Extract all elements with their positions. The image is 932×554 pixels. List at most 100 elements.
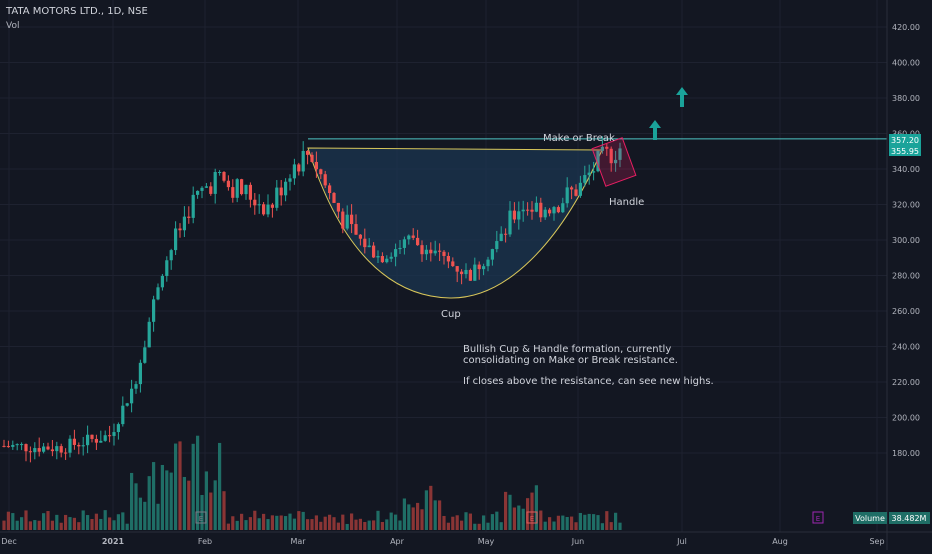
candle-body-71 (314, 161, 318, 170)
volume-bar-56 (248, 517, 252, 530)
volume-bar-61 (270, 515, 274, 530)
candle-body-56 (248, 184, 252, 200)
volume-bar-125 (552, 521, 556, 530)
candle-body-26 (116, 424, 120, 433)
volume-bar-48 (213, 480, 217, 530)
candle-body-89 (394, 249, 398, 257)
volume-bar-29 (130, 472, 134, 530)
volume-value: 38.482M (892, 514, 927, 523)
candle-body-131 (578, 182, 582, 196)
candle-body-90 (398, 247, 402, 250)
candle-body-130 (574, 189, 578, 196)
candle-body-67 (297, 164, 301, 172)
volume-bar-127 (561, 515, 565, 530)
symbol-title: TATA MOTORS LTD., 1D, NSE (5, 6, 148, 17)
candle-body-53 (235, 179, 239, 198)
volume-bar-114 (504, 491, 508, 530)
volume-bar-139 (614, 512, 618, 530)
candle-body-27 (121, 405, 125, 425)
volume-bar-12 (55, 514, 59, 530)
price-badges: 357.20 355.95 (889, 134, 921, 156)
volume-bar-57 (253, 510, 257, 530)
candle-body-44 (196, 190, 200, 195)
candle-body-77 (341, 211, 345, 229)
candle-body-40 (178, 228, 182, 231)
volume-bar-65 (288, 513, 292, 530)
volume-bar-34 (152, 462, 156, 530)
volume-bar-11 (50, 520, 54, 530)
volume-bar-26 (116, 514, 120, 530)
candle-body-15 (68, 438, 72, 453)
volume-bar-73 (323, 516, 327, 530)
price-axis[interactable]: 420.00400.00380.00360.00340.00320.00300.… (892, 23, 920, 458)
volume-bar-82 (363, 521, 367, 530)
candle-body-105 (464, 269, 468, 275)
volume-bars (2, 435, 622, 530)
candle-body-100 (442, 251, 446, 256)
candle-body-3 (15, 444, 19, 446)
candle-body-57 (253, 199, 257, 206)
candle-body-127 (561, 203, 565, 213)
volume-bar-128 (565, 516, 569, 530)
volume-bar-24 (108, 517, 112, 530)
candle-body-63 (279, 187, 283, 196)
candle-body-28 (125, 403, 129, 406)
volume-badge: Volume 38.482M (853, 512, 930, 524)
candle-body-68 (301, 150, 305, 172)
volume-bar-124 (548, 517, 552, 530)
price-tick-0: 420.00 (892, 23, 920, 32)
candle-body-126 (556, 207, 560, 213)
candle-body-11 (50, 449, 54, 452)
candle-body-62 (275, 187, 279, 208)
candle-body-110 (486, 259, 490, 267)
candle-body-88 (389, 256, 393, 259)
volume-bar-53 (235, 520, 239, 530)
time-axis[interactable]: Dec 2021 Feb Mar Apr May Jun Jul Aug Sep (1, 537, 884, 546)
volume-bar-123 (543, 521, 547, 530)
volume-bar-133 (587, 513, 591, 530)
volume-bar-70 (310, 519, 314, 530)
volume-bar-0 (2, 520, 6, 530)
volume-bar-81 (358, 518, 362, 530)
candle-body-23 (103, 435, 107, 441)
candle-body-47 (209, 186, 213, 194)
candle-body-106 (468, 269, 472, 281)
volume-bar-64 (284, 516, 288, 530)
candle-body-61 (270, 204, 274, 208)
candle-body-132 (583, 175, 587, 183)
candle-body-72 (319, 169, 323, 175)
candle-body-14 (64, 452, 68, 454)
volume-bar-60 (266, 519, 270, 530)
candle-body-75 (332, 193, 336, 203)
candle-body-136 (600, 146, 604, 151)
candle-body-36 (160, 275, 164, 288)
candle-body-108 (477, 264, 481, 270)
earnings-badge-2[interactable] (812, 511, 824, 524)
candle-body-22 (99, 440, 103, 443)
handle-label: Handle (609, 197, 644, 208)
candle-body-31 (138, 362, 142, 385)
candle-body-20 (90, 434, 94, 439)
candle-body-125 (552, 207, 556, 214)
volume-bar-100 (442, 515, 446, 530)
candle-body-97 (429, 249, 433, 254)
earnings-badge-1[interactable] (526, 511, 538, 524)
candle-body-107 (473, 264, 477, 281)
earnings-badge-0[interactable] (195, 511, 207, 524)
price-tick-2: 380.00 (892, 94, 920, 103)
make-or-break-label: Make or Break (543, 133, 615, 144)
volume-bar-22 (99, 518, 103, 530)
candle-body-2 (11, 444, 15, 447)
volume-bar-38 (169, 472, 173, 530)
volume-bar-49 (218, 442, 222, 530)
candle-body-30 (134, 384, 138, 389)
candle-body-83 (367, 245, 371, 248)
candle-body-121 (534, 202, 538, 212)
candle-body-96 (424, 249, 428, 255)
volume-bar-98 (433, 500, 437, 530)
candle-body-139 (614, 159, 618, 164)
candle-body-133 (587, 172, 591, 176)
volume-bar-110 (486, 522, 490, 530)
